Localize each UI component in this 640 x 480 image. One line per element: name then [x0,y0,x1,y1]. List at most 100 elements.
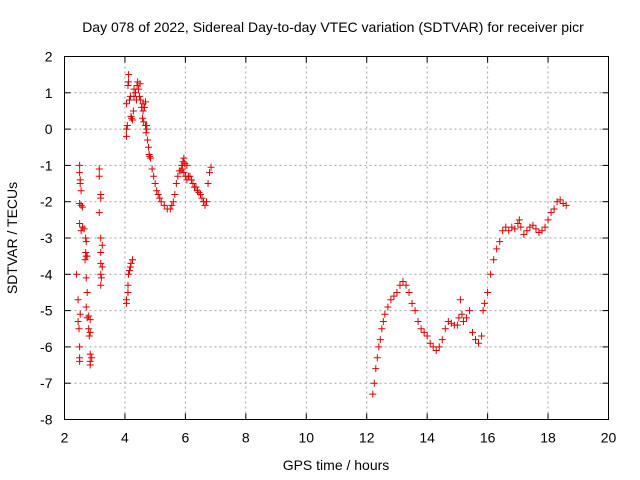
data-point [201,201,209,209]
data-point [408,299,416,307]
data-point [493,245,501,253]
data-point [85,325,93,333]
data-point [97,194,105,202]
data-point [79,203,87,211]
data-point [417,325,425,333]
data-point [373,354,381,362]
data-point [129,256,136,264]
data-point [145,151,153,159]
data-point [426,339,434,347]
x-tick-label: 4 [121,430,129,446]
data-point [378,325,386,333]
data-point [129,116,136,124]
data-point [169,198,177,206]
x-tick-label: 12 [359,430,375,446]
data-point [135,85,143,93]
y-tick-label: -1 [40,157,53,173]
data-point [86,316,94,324]
data-point [128,114,136,122]
data-point [97,249,105,257]
data-point [98,241,106,249]
data-point [187,176,195,184]
data-point [469,328,476,336]
data-point [122,299,130,307]
data-point [95,209,103,217]
data-point [369,390,377,398]
data-point [77,201,85,209]
data-point [455,314,463,322]
data-point [532,225,540,233]
data-point [192,183,200,191]
data-point [432,347,440,355]
y-tick-label: -5 [40,303,53,319]
data-point [514,219,522,227]
data-point [562,201,570,209]
data-point [151,180,159,188]
chart-title: Day 078 of 2022, Sidereal Day-to-day VTE… [82,19,584,35]
data-point [379,317,387,325]
data-point [502,223,510,231]
y-tick-label: -8 [40,412,53,428]
x-tick-label: 18 [540,430,556,446]
data-point [511,225,519,233]
data-point [370,379,378,387]
x-tick-label: 8 [242,430,250,446]
data-point [124,281,132,289]
grid-lines [64,56,609,420]
data-point [141,103,149,111]
data-point [178,161,186,169]
data-point [523,227,531,235]
data-point [139,107,147,115]
data-point [496,238,504,246]
data-point [435,343,443,351]
data-point [97,259,105,267]
data-point [520,230,528,238]
data-point [447,319,455,327]
data-point [157,198,165,206]
data-point [82,238,90,246]
data-point [146,152,154,160]
data-point [125,78,133,86]
data-point [74,317,82,325]
data-point [76,161,84,169]
data-point [160,201,168,209]
data-point [505,227,513,235]
data-point [76,180,84,188]
y-tick-label: 2 [45,49,53,65]
data-point [73,270,81,278]
data-point [553,198,561,206]
data-point [82,234,90,242]
x-tick-label: 16 [480,430,496,446]
data-point [547,209,555,217]
data-point [396,281,404,289]
data-point [405,288,413,296]
data-point [441,325,449,333]
data-point [458,310,466,318]
data-point [472,336,480,344]
data-point [168,201,176,209]
x-tick-labels: 2 4 6 8 10 12 14 16 18 20 [61,430,617,446]
data-point [129,107,137,115]
data-point [198,194,206,202]
data-point [444,317,452,325]
data-point [456,296,464,304]
data-point [174,172,182,180]
data-point [414,317,422,325]
data-point [145,143,153,151]
data-point [478,332,486,340]
data-point [178,165,186,173]
data-point [484,288,492,296]
data-point [122,132,130,140]
data-point [479,307,487,315]
data-point [143,121,151,129]
data-point [544,216,552,224]
data-point [97,274,105,282]
data-point [132,89,140,97]
data-point [411,307,419,315]
data-point [86,328,94,336]
y-tick-label: -4 [40,266,53,282]
data-point [122,125,130,133]
data-point [559,200,567,208]
data-point [390,292,398,300]
data-point [86,350,94,358]
